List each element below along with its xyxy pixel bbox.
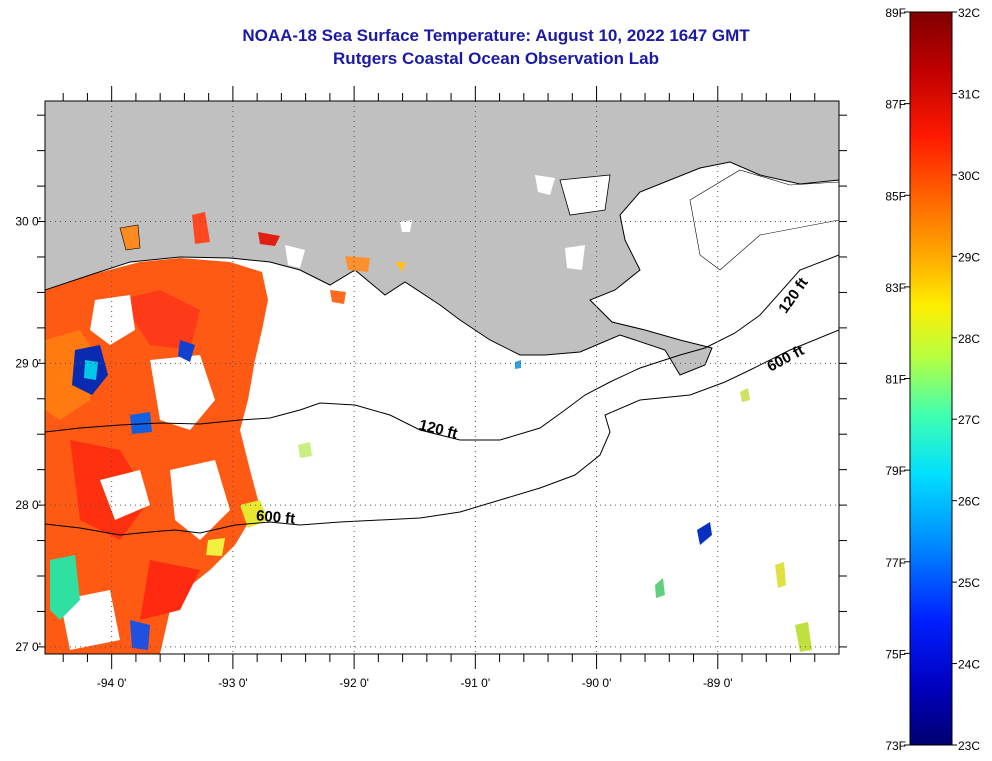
colorbar-label-c: 23C: [958, 739, 980, 753]
lon-label: -89 0': [703, 676, 733, 690]
colorbar-label-c: 25C: [958, 576, 980, 590]
colorbar-label-f: 87F: [885, 98, 906, 112]
colorbar-label-c: 24C: [958, 658, 980, 672]
lon-label: -94 0': [97, 676, 127, 690]
axis-labels: -94 0' -93 0' -92 0' -91 0' -90 0' -89 0' 30 0…: [15, 215, 732, 690]
map-frame: [44, 100, 840, 655]
colorbar-label-c: 30C: [958, 169, 980, 183]
graticule: [45, 101, 839, 654]
colorbar-label-f: 89F: [885, 6, 906, 20]
lat-label: 29 0': [15, 356, 41, 370]
axis-ticks: [37, 86, 847, 669]
lon-label: -90 0': [582, 676, 612, 690]
color-bar-labels: 89F 87F 85F 83F 81F 79F 77F 75F 73F 32C 31C 30C 29C 2…: [885, 6, 980, 753]
lat-label: 27 0': [15, 640, 41, 654]
land-mass: [45, 101, 839, 376]
lat-label: 28 0': [15, 498, 41, 512]
colorbar-label-f: 81F: [885, 373, 906, 387]
colorbar-label-f: 85F: [885, 189, 906, 203]
colorbar-label-c: 27C: [958, 413, 980, 427]
lat-label: 30 0': [15, 215, 41, 229]
contour-600ft: [45, 329, 839, 536]
title-line: NOAA-18 Sea Surface Temperature: August …: [242, 26, 750, 45]
contour-label-600ft-west: 600 ft: [255, 507, 296, 527]
lon-label: -91 0': [461, 676, 491, 690]
contour-120ft-west: [45, 254, 839, 441]
color-bar: [909, 11, 953, 746]
colorbar-label-c: 28C: [958, 332, 980, 346]
colorbar-label-f: 79F: [885, 464, 906, 478]
colorbar-label-f: 77F: [885, 556, 906, 570]
lon-label: -93 0': [218, 676, 248, 690]
colorbar-label-c: 31C: [958, 87, 980, 101]
map-area: [45, 101, 839, 654]
colorbar-label-c: 29C: [958, 250, 980, 264]
colorbar-label-c: 32C: [958, 6, 980, 20]
colorbar-label-f: 83F: [885, 281, 906, 295]
map-title: NOAA-18 Sea Surface Temperature: August …: [0, 24, 992, 70]
colorbar-label-f: 73F: [885, 739, 906, 753]
colorbar-label-f: 75F: [885, 647, 906, 661]
colorbar-label-c: 26C: [958, 495, 980, 509]
lon-label: -92 0': [339, 676, 369, 690]
subtitle-line: Rutgers Coastal Ocean Observation Lab: [333, 49, 659, 68]
